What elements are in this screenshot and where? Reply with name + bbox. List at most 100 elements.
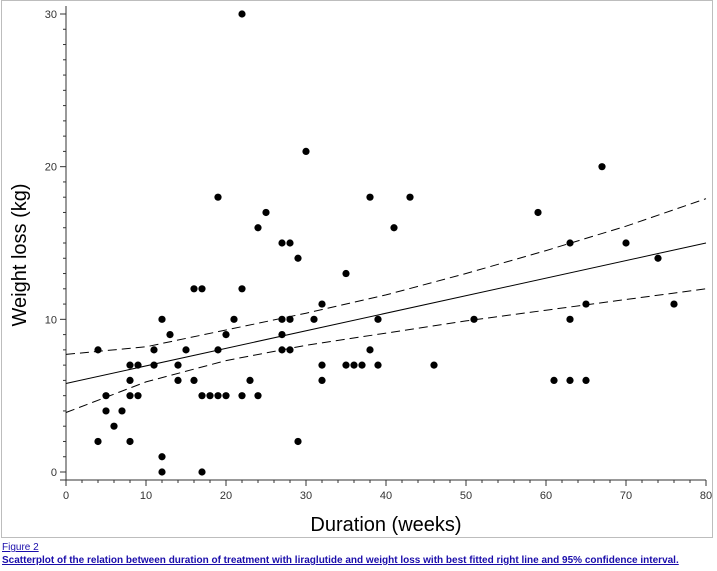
data-point <box>150 361 158 369</box>
data-point <box>582 376 590 384</box>
data-point <box>302 147 310 155</box>
data-point <box>238 10 246 18</box>
axis-labels: 0 10 20 30 40 50 60 70 80 0 10 20 30 Duration (weeks)… <box>9 9 712 536</box>
data-point <box>374 361 382 369</box>
data-point <box>94 437 102 446</box>
data-point <box>94 346 102 354</box>
data-point <box>310 315 318 323</box>
data-point <box>214 392 222 400</box>
y-tick-label: 20 <box>45 162 57 174</box>
data-point <box>294 437 302 446</box>
data-point <box>550 376 558 384</box>
data-point <box>238 392 246 400</box>
data-point <box>254 224 262 232</box>
data-point <box>222 331 230 339</box>
data-point <box>350 361 358 369</box>
data-point <box>262 208 270 217</box>
data-point <box>286 239 294 247</box>
data-point <box>158 468 166 476</box>
y-axis-title: Weight loss (kg) <box>9 183 31 326</box>
data-point <box>278 346 286 354</box>
data-point <box>286 315 294 323</box>
data-point <box>654 254 662 262</box>
data-point <box>278 331 286 339</box>
x-tick-label: 10 <box>140 490 152 502</box>
data-point <box>278 315 286 323</box>
fitted-regression-line <box>65 242 707 384</box>
data-point <box>366 193 374 201</box>
y-tick-label: 30 <box>45 9 57 21</box>
data-point <box>126 361 134 369</box>
data-point <box>566 376 574 384</box>
confidence-band <box>65 198 707 413</box>
x-axis-title: Duration (weeks) <box>310 514 461 536</box>
data-point <box>102 407 110 415</box>
data-point <box>670 300 678 308</box>
data-point <box>158 453 166 461</box>
data-point <box>190 285 198 293</box>
x-tick-label: 20 <box>220 490 232 502</box>
figure-label-link[interactable]: Figure 2 <box>2 542 39 553</box>
y-tick-label: 10 <box>45 314 57 326</box>
data-point <box>134 392 142 400</box>
data-point <box>366 346 374 354</box>
x-tick-label: 0 <box>63 490 69 502</box>
upper-confidence-line <box>65 198 707 355</box>
x-tick-label: 40 <box>380 490 392 502</box>
fit-line-group <box>65 242 707 384</box>
data-point <box>582 300 590 308</box>
figure-frame: 0 10 20 30 40 50 60 70 80 0 10 20 30 Duration (weeks)… <box>1 0 713 538</box>
data-point <box>198 468 206 476</box>
data-point <box>174 361 182 369</box>
x-tick-label: 70 <box>620 490 632 502</box>
data-point <box>222 392 230 400</box>
data-point <box>254 392 262 400</box>
data-point <box>150 346 158 354</box>
data-point <box>318 376 326 384</box>
axes <box>60 6 707 486</box>
data-point <box>134 361 142 369</box>
data-point <box>198 285 206 293</box>
data-points <box>94 10 678 476</box>
data-point <box>622 239 630 247</box>
data-point <box>126 376 134 384</box>
data-point <box>174 376 182 384</box>
data-point <box>390 224 398 232</box>
data-point <box>294 254 302 262</box>
data-point <box>126 437 134 446</box>
data-point <box>278 239 286 247</box>
data-point <box>190 376 198 384</box>
data-point <box>318 300 326 308</box>
data-point <box>534 208 542 217</box>
data-point <box>214 193 222 201</box>
x-tick-label: 60 <box>540 490 552 502</box>
data-point <box>358 361 366 369</box>
data-point <box>598 163 606 171</box>
data-point <box>374 315 382 323</box>
data-point <box>206 392 214 400</box>
scatter-chart: 0 10 20 30 40 50 60 70 80 0 10 20 30 Duration (weeks)… <box>9 6 712 536</box>
data-point <box>318 361 326 369</box>
data-point <box>166 331 174 339</box>
data-point <box>238 285 246 293</box>
y-tick-label: 0 <box>51 467 57 479</box>
data-point <box>102 392 110 400</box>
data-point <box>158 315 166 323</box>
data-point <box>342 361 350 369</box>
data-point <box>118 407 126 415</box>
data-point <box>566 315 574 323</box>
data-point <box>342 269 350 278</box>
data-point <box>214 346 222 354</box>
figure-caption-text[interactable]: Scatterplot of the relation between dura… <box>2 555 679 566</box>
data-point <box>246 376 254 384</box>
data-point <box>110 422 118 430</box>
lower-confidence-line <box>65 288 707 413</box>
data-point <box>182 346 190 354</box>
data-point <box>198 392 206 400</box>
x-tick-label: 30 <box>300 490 312 502</box>
data-point <box>566 239 574 247</box>
data-point <box>286 346 294 354</box>
data-point <box>430 361 438 369</box>
data-point <box>230 315 238 323</box>
figure-caption: Figure 2 Scatterplot of the relation bet… <box>2 541 714 567</box>
